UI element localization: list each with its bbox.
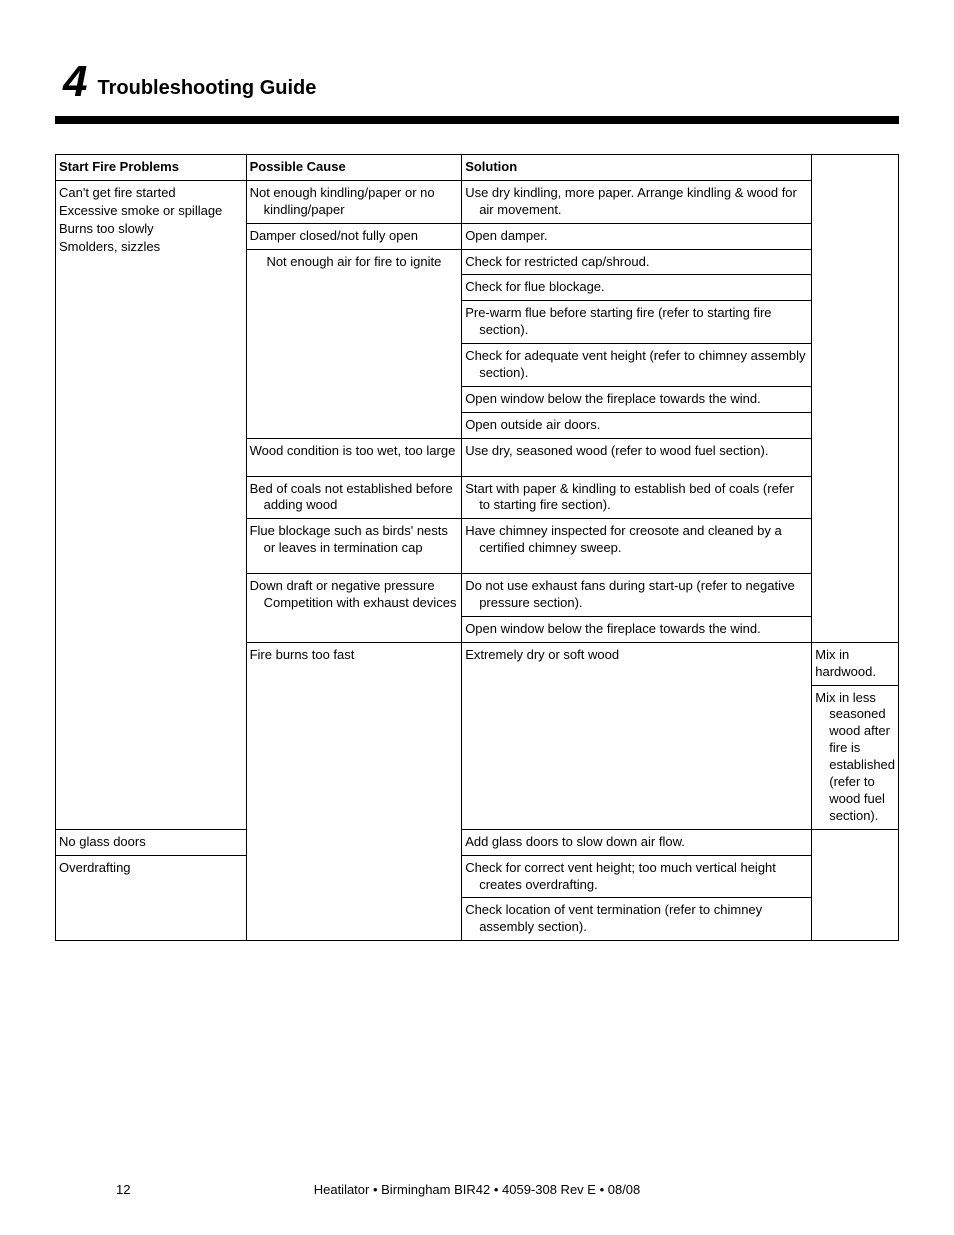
cause-text: Down draft or negative pressure Competit… <box>250 578 459 612</box>
solution-cell: Open window below the fireplace towards … <box>462 616 812 642</box>
problem-cell: Can't get fire started Excessive smoke o… <box>56 180 247 829</box>
section-title: Troubleshooting Guide <box>97 77 316 104</box>
header-solution: Solution <box>462 155 812 181</box>
solution-cell: Check location of vent termination (refe… <box>462 898 812 941</box>
solution-cell: Open damper. <box>462 223 812 249</box>
solution-cell: Start with paper & kindling to establish… <box>462 476 812 519</box>
solution-cell: Do not use exhaust fans during start-up … <box>462 574 812 617</box>
solution-cell: Pre-warm flue before starting fire (refe… <box>462 301 812 344</box>
solution-text: Use dry kindling, more paper. Arrange ki… <box>465 185 808 219</box>
cause-text: Flue blockage such as birds' nests or le… <box>250 523 459 557</box>
table-row: No glass doors Add glass doors to slow d… <box>56 829 899 855</box>
solution-cell: Open window below the fireplace towards … <box>462 386 812 412</box>
cause-cell: Extremely dry or soft wood <box>462 642 812 829</box>
section-number: 4 <box>63 60 87 104</box>
cause-text: Not enough kindling/paper or no kindling… <box>250 185 459 219</box>
solution-cell: Check for adequate vent height (refer to… <box>462 344 812 387</box>
table-header-row: Start Fire Problems Possible Cause Solut… <box>56 155 899 181</box>
cause-cell: Bed of coals not established before addi… <box>246 476 462 519</box>
cause-cell: Damper closed/not fully open <box>246 223 462 249</box>
footer-text: Heatilator • Birmingham BIR42 • 4059-308… <box>0 1182 954 1197</box>
solution-cell: Check for restricted cap/shroud. <box>462 249 812 275</box>
solution-cell: Open outside air doors. <box>462 412 812 438</box>
problem-item: Can't get fire started <box>59 185 243 202</box>
solution-cell: Add glass doors to slow down air flow. <box>462 829 812 855</box>
cause-cell: Wood condition is too wet, too large <box>246 438 462 476</box>
solution-cell: Have chimney inspected for creosote and … <box>462 519 812 574</box>
section-header: 4 Troubleshooting Guide <box>55 60 899 104</box>
solution-text: Start with paper & kindling to establish… <box>465 481 808 515</box>
cause-cell: Flue blockage such as birds' nests or le… <box>246 519 462 574</box>
solution-text: Check for adequate vent height (refer to… <box>465 348 808 382</box>
solution-text: Do not use exhaust fans during start-up … <box>465 578 808 612</box>
solution-text: Check for correct vent height; too much … <box>465 860 808 894</box>
solution-text: Mix in less seasoned wood after fire is … <box>815 690 895 825</box>
problem-item: Excessive smoke or spillage <box>59 203 243 220</box>
section-rule <box>55 116 899 124</box>
solution-cell: Mix in less seasoned wood after fire is … <box>812 685 899 829</box>
cause-cell: Down draft or negative pressure Competit… <box>246 574 462 643</box>
cause-cell: No glass doors <box>56 829 247 855</box>
solution-cell: Use dry, seasoned wood (refer to wood fu… <box>462 438 812 476</box>
cause-text: Bed of coals not established before addi… <box>250 481 459 515</box>
table-row: Can't get fire started Excessive smoke o… <box>56 180 899 223</box>
troubleshooting-table: Start Fire Problems Possible Cause Solut… <box>55 154 899 941</box>
solution-text: Pre-warm flue before starting fire (refe… <box>465 305 808 339</box>
solution-text: Have chimney inspected for creosote and … <box>465 523 808 557</box>
cause-cell: Not enough kindling/paper or no kindling… <box>246 180 462 223</box>
solution-cell: Check for flue blockage. <box>462 275 812 301</box>
problem-item: Burns too slowly <box>59 221 243 238</box>
cause-cell: Overdrafting <box>56 855 247 941</box>
solution-text: Check location of vent termination (refe… <box>465 902 808 936</box>
problem-cell: Fire burns too fast <box>246 642 462 940</box>
solution-cell: Mix in hardwood. <box>812 642 899 685</box>
header-problem: Start Fire Problems <box>56 155 247 181</box>
table-row: Overdrafting Check for correct vent heig… <box>56 855 899 898</box>
solution-cell: Check for correct vent height; too much … <box>462 855 812 898</box>
cause-cell: Not enough air for fire to ignite <box>246 249 462 438</box>
problem-item: Smolders, sizzles <box>59 239 243 256</box>
solution-cell: Use dry kindling, more paper. Arrange ki… <box>462 180 812 223</box>
header-cause: Possible Cause <box>246 155 462 181</box>
